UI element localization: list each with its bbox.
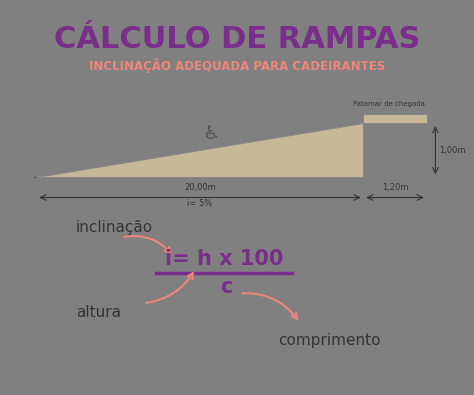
- Text: comprimento: comprimento: [278, 333, 381, 348]
- Text: i= 5%: i= 5%: [187, 199, 212, 208]
- Text: INCLINAÇÃO ADEQUADA PARA CADEIRANTES: INCLINAÇÃO ADEQUADA PARA CADEIRANTES: [89, 58, 385, 73]
- Text: ♿: ♿: [202, 124, 219, 143]
- Text: 1,00m: 1,00m: [439, 146, 465, 155]
- Text: Patamar de chegada: Patamar de chegada: [353, 101, 425, 107]
- Text: i= h x 100: i= h x 100: [165, 249, 283, 269]
- Text: altura: altura: [76, 305, 121, 320]
- Polygon shape: [36, 123, 364, 177]
- Polygon shape: [364, 114, 427, 123]
- Text: CÁLCULO DE RAMPAS: CÁLCULO DE RAMPAS: [54, 25, 420, 54]
- Text: inclinação: inclinação: [76, 220, 153, 235]
- Text: c: c: [220, 277, 232, 297]
- Text: 20,00m: 20,00m: [184, 183, 216, 192]
- Text: 1,20m: 1,20m: [382, 183, 408, 192]
